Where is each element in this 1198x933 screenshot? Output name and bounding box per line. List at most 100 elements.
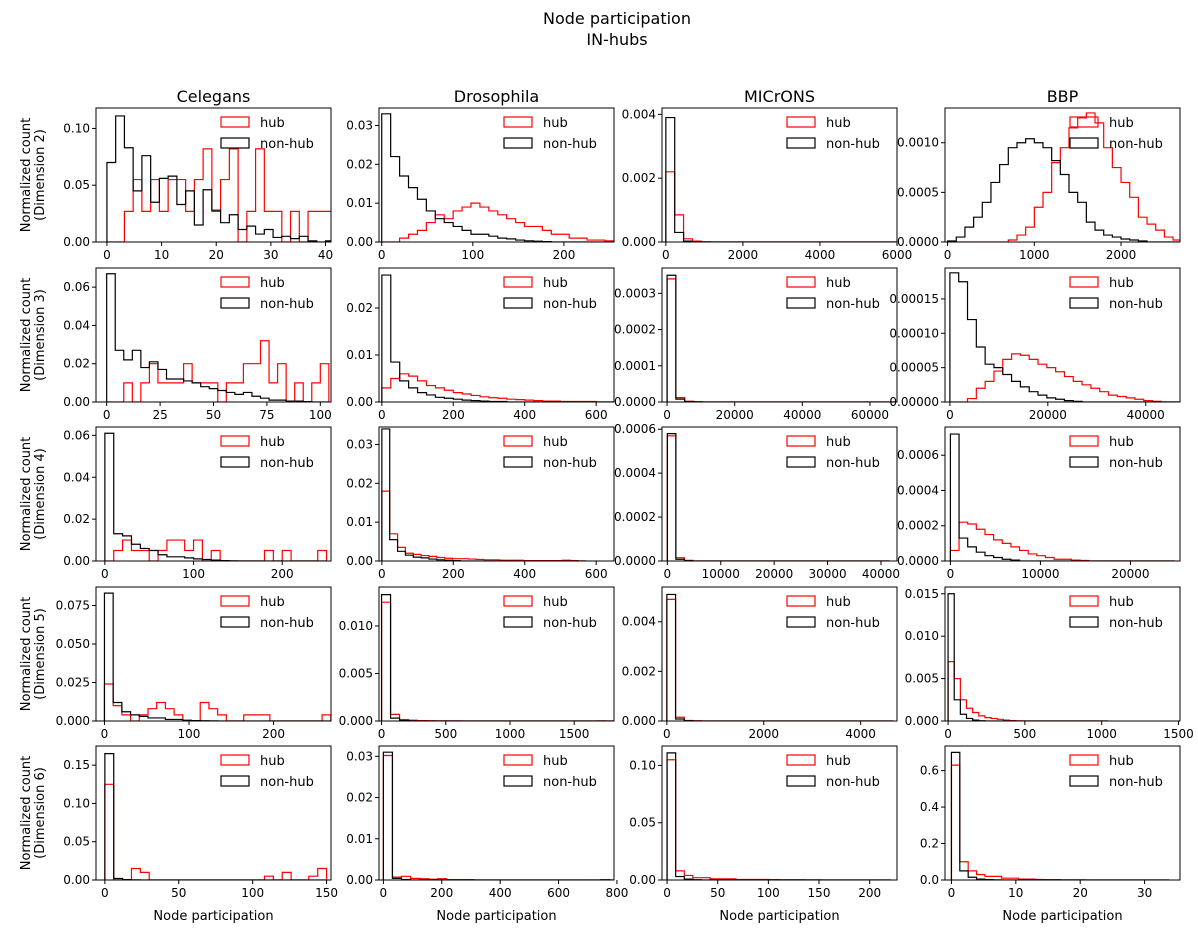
- y-tick-label: 0.01: [346, 196, 373, 210]
- y-tick-label: 0.000: [622, 235, 656, 249]
- legend-label: non-hub: [826, 775, 880, 790]
- legend: hub non-hub: [1069, 116, 1163, 152]
- legend: hub non-hub: [220, 595, 314, 631]
- legend-label: non-hub: [543, 775, 597, 790]
- legend-swatch: [1069, 775, 1099, 787]
- y-tick-label: 0.06: [63, 280, 90, 294]
- axes-frame: [378, 267, 615, 403]
- x-tick-label: 20000: [755, 567, 793, 581]
- non-hub-histogram: [666, 274, 896, 402]
- legend-swatch: [1069, 137, 1099, 149]
- y-tick-label: 0.05: [63, 835, 90, 849]
- y-tick-label: 0.00005: [889, 361, 939, 375]
- column-title: MICrONS: [744, 87, 815, 106]
- axes-frame: [95, 745, 332, 881]
- hub-histogram: [380, 601, 614, 721]
- x-tick-label: 0: [378, 408, 386, 422]
- y-tick-label: 0.02: [63, 357, 90, 371]
- hub-histogram: [381, 373, 614, 402]
- non-hub-histogram: [947, 593, 1108, 721]
- legend-label: hub: [1109, 754, 1134, 769]
- row-ylabel-line: Normalized count: [19, 278, 34, 393]
- y-tick-label: 0.2: [920, 837, 939, 851]
- x-tick-label: 0: [663, 886, 671, 900]
- y-tick-label: 0.00015: [889, 292, 939, 306]
- legend-label: hub: [826, 276, 851, 291]
- panel: 0 100 200 0.00 0.01 0.02 0.03 hub non-hub: [346, 107, 615, 262]
- legend-swatch: [1069, 456, 1099, 468]
- axes-frame: [661, 107, 898, 243]
- legend-label: hub: [543, 754, 568, 769]
- legend-swatch: [503, 616, 533, 628]
- y-tick-label: 0.15: [63, 758, 90, 772]
- legend-swatch: [503, 276, 533, 288]
- y-tick-label: 0.002: [622, 171, 656, 185]
- legend-swatch: [1069, 616, 1099, 628]
- column-title: Celegans: [177, 87, 251, 106]
- legend-label: non-hub: [826, 297, 880, 312]
- axes-frame: [95, 586, 332, 722]
- panel: 0 50 100 150 0.00 0.05 0.10 0.15 hub non-hub: [63, 745, 338, 900]
- legend-swatch: [503, 456, 533, 468]
- hub-histogram: [949, 521, 1176, 561]
- y-tick-label: 0.005: [339, 666, 373, 680]
- y-tick-label: 0.00: [63, 554, 90, 568]
- y-tick-label: 0.02: [346, 476, 373, 490]
- y-tick-label: 0.0001: [614, 359, 656, 373]
- y-tick-label: 0.03: [346, 749, 373, 763]
- x-tick-label: 6000: [882, 248, 913, 262]
- panel: 0 10 20 30 0.0 0.2 0.4 0.6 hub non-hub: [920, 745, 1181, 900]
- x-tick-label: 40000: [783, 408, 821, 422]
- panel: 0 10000 20000 0.0000 0.0002 0.0004 0.0006 hub no…: [897, 426, 1181, 581]
- row-ylabel-line: Normalized count: [19, 756, 34, 871]
- non-hub-histogram: [950, 751, 1170, 880]
- axes-frame: [944, 745, 1181, 881]
- non-hub-histogram: [949, 272, 1180, 402]
- legend-label: non-hub: [826, 456, 880, 471]
- column-title: Drosophila: [454, 87, 539, 106]
- x-tick-label: 0: [378, 727, 386, 741]
- legend-swatch: [503, 775, 533, 787]
- panel: 0 10 20 30 40 0.00 0.05 0.10 hub non-hub: [63, 107, 333, 262]
- y-tick-label: 0.02: [63, 512, 90, 526]
- y-tick-label: 0.00: [346, 395, 373, 409]
- legend-swatch: [503, 435, 533, 447]
- legend-label: non-hub: [826, 137, 880, 152]
- y-tick-label: 0.010: [905, 629, 939, 643]
- hub-histogram: [947, 112, 1180, 242]
- x-tick-label: 800: [605, 886, 628, 900]
- legend-swatch: [1069, 276, 1099, 288]
- panel: 0 20000 40000 60000 0.0000 0.0001 0.0002 0.0003…: [614, 267, 898, 422]
- legend-label: non-hub: [543, 297, 597, 312]
- legend-label: non-hub: [543, 137, 597, 152]
- legend-swatch: [503, 116, 533, 128]
- y-tick-label: 0.0004: [614, 466, 656, 480]
- non-hub-histogram: [104, 753, 327, 880]
- legend-swatch: [220, 775, 250, 787]
- y-tick-label: 0.00: [346, 554, 373, 568]
- legend-swatch: [220, 276, 250, 288]
- y-tick-label: 0.04: [63, 318, 90, 332]
- x-tick-label: 40: [318, 248, 333, 262]
- panel: 0 200 400 600 0.00 0.01 0.02 hub non-hub: [346, 267, 615, 422]
- hub-histogram: [665, 171, 897, 242]
- y-tick-label: 0.02: [346, 157, 373, 171]
- panel: 0 25 50 75 100 0.00 0.02 0.04 0.06 hub non-hub: [63, 267, 332, 422]
- axes-frame: [944, 107, 1181, 243]
- non-hub-histogram: [666, 593, 894, 721]
- legend-swatch: [1069, 435, 1099, 447]
- legend-label: hub: [826, 595, 851, 610]
- row-ylabel: Normalized count (Dimension 6): [19, 756, 48, 871]
- x-tick-label: 10: [154, 248, 169, 262]
- x-tick-label: 0: [664, 567, 672, 581]
- row-ylabel-line: (Dimension 6): [33, 767, 48, 859]
- panel: 0 50 100 150 200 0.00 0.05 0.10 hub non-hub: [629, 745, 898, 900]
- legend-swatch: [786, 595, 816, 607]
- x-tick-label: 40000: [862, 567, 900, 581]
- x-tick-label: 60000: [851, 408, 889, 422]
- legend-label: non-hub: [1109, 297, 1163, 312]
- x-axis-label: Node participation: [1002, 909, 1122, 924]
- non-hub-histogram: [104, 432, 327, 561]
- legend-label: non-hub: [543, 616, 597, 631]
